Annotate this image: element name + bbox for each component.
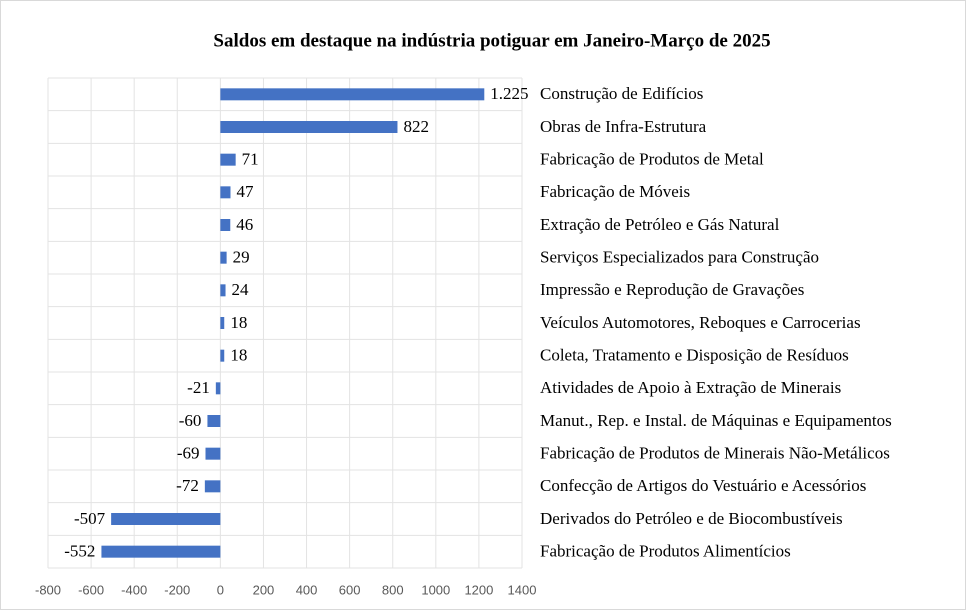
- bar: [207, 415, 221, 427]
- data-label: 29: [233, 248, 250, 267]
- x-tick-label: 1400: [508, 582, 537, 597]
- category-label: Impressão e Reprodução de Gravações: [540, 280, 804, 299]
- x-tick-label: 200: [253, 582, 275, 597]
- x-tick-label: 800: [382, 582, 404, 597]
- bar: [220, 349, 225, 362]
- bar: [111, 513, 221, 525]
- chart-title: Saldos em destaque na indústria potiguar…: [213, 30, 770, 51]
- bar: [215, 382, 221, 395]
- bar: [220, 153, 236, 166]
- data-label: -69: [177, 444, 200, 463]
- data-label: -72: [176, 476, 199, 495]
- bar: [220, 251, 227, 264]
- category-label: Confecção de Artigos do Vestuário e Aces…: [540, 476, 866, 495]
- x-tick-label: -800: [35, 582, 61, 597]
- x-tick-label: 400: [296, 582, 318, 597]
- data-label: -21: [187, 378, 210, 397]
- data-label: -552: [64, 542, 95, 561]
- x-tick-label: 0: [217, 582, 224, 597]
- bar: [220, 317, 225, 329]
- category-label: Serviços Especializados para Construção: [540, 248, 819, 267]
- category-label: Fabricação de Produtos de Minerais Não-M…: [540, 444, 890, 463]
- data-label: 47: [236, 182, 254, 201]
- data-label: 822: [403, 117, 429, 136]
- x-tick-label: -400: [121, 582, 147, 597]
- x-tick-label: -600: [78, 582, 104, 597]
- bar: [220, 219, 231, 231]
- bar: [205, 447, 221, 460]
- data-label: 18: [230, 313, 247, 332]
- bar: [220, 121, 398, 133]
- category-label: Obras de Infra-Estrutura: [540, 117, 707, 136]
- category-label: Fabricação de Produtos Alimentícios: [540, 542, 791, 561]
- bar: [220, 284, 226, 297]
- data-label: 1.225: [490, 84, 528, 103]
- category-label: Fabricação de Produtos de Metal: [540, 150, 764, 169]
- category-label: Fabricação de Móveis: [540, 182, 690, 201]
- data-label: 18: [230, 346, 247, 365]
- bar: [220, 88, 485, 101]
- data-label: 46: [236, 215, 253, 234]
- data-label: 24: [232, 280, 250, 299]
- bar: [101, 545, 221, 558]
- category-label: Extração de Petróleo e Gás Natural: [540, 215, 780, 234]
- data-label: -507: [74, 509, 106, 528]
- x-tick-label: -200: [164, 582, 190, 597]
- data-label: -60: [179, 411, 202, 430]
- x-tick-label: 600: [339, 582, 361, 597]
- category-label: Derivados do Petróleo e de Biocombustíve…: [540, 509, 843, 528]
- category-label: Veículos Automotores, Reboques e Carroce…: [540, 313, 861, 332]
- category-label: Atividades de Apoio à Extração de Minera…: [540, 378, 841, 397]
- x-tick-label: 1200: [464, 582, 493, 597]
- category-label: Manut., Rep. e Instal. de Máquinas e Equ…: [540, 411, 892, 430]
- x-tick-label: 1000: [421, 582, 450, 597]
- category-label: Coleta, Tratamento e Disposição de Resíd…: [540, 346, 849, 365]
- category-label: Construção de Edifícios: [540, 84, 703, 103]
- data-label: 71: [242, 150, 259, 169]
- bar: [220, 186, 231, 199]
- bar: [204, 480, 221, 493]
